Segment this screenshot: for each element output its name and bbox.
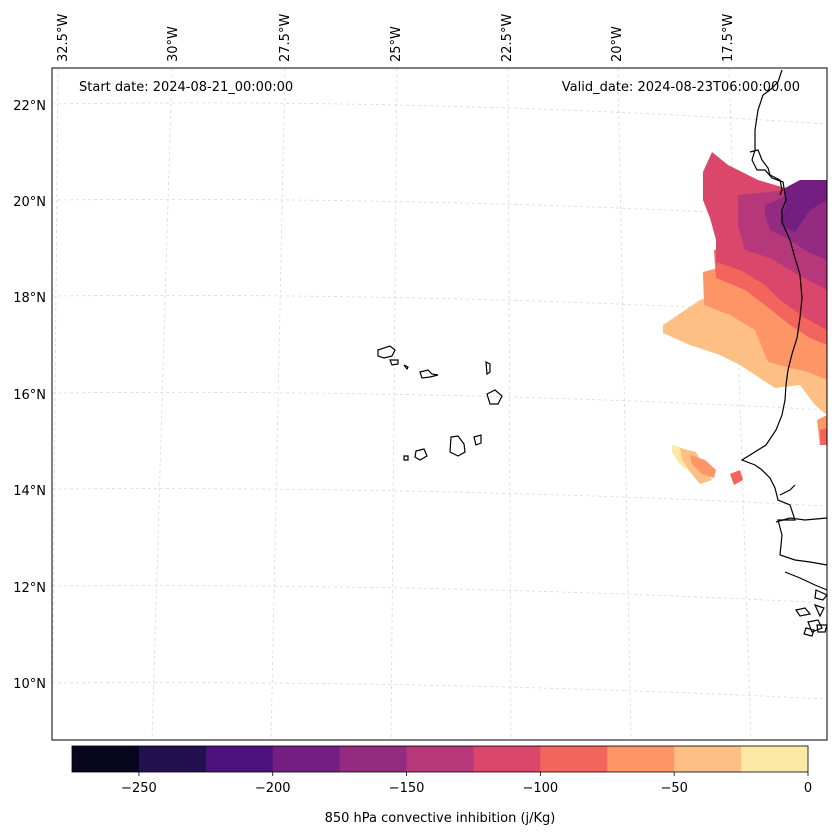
coastline-sal	[485, 360, 491, 376]
parallel-12n	[51, 585, 828, 604]
parallel-18n	[51, 294, 828, 315]
colorbar-bin	[138, 746, 207, 772]
colorbar-bin	[674, 746, 742, 772]
coastline-bijagos-2	[807, 619, 823, 633]
coastline-gulf	[775, 517, 828, 523]
parallel-10n	[51, 682, 828, 700]
lat-label: 14°N	[13, 484, 46, 499]
coastline-bijagos-3	[813, 603, 825, 618]
map-panel: 32.5°W 30°W 27.5°W 25°W 22.5°W 20°W 17.5…	[13, 14, 828, 741]
lat-label: 18°N	[13, 291, 46, 306]
colorbar-bin	[272, 746, 341, 772]
coastline-santiago	[449, 435, 466, 457]
parallel-16n	[51, 391, 828, 411]
colorbar-tick-label: −50	[660, 781, 687, 796]
lon-label: 22.5°W	[500, 14, 515, 62]
coastline-gambia	[779, 484, 796, 496]
colorbar-frame	[71, 745, 809, 773]
lat-labels: 22°N 20°N 18°N 16°N 14°N 12°N 10°N	[13, 99, 46, 692]
lon-label: 25°W	[389, 26, 404, 62]
lon-label: 20°W	[610, 26, 625, 62]
colorbar-tick-label: −100	[523, 781, 559, 796]
contour-band-minus-75-to-minus-50-island	[690, 455, 716, 478]
coastlines	[377, 69, 828, 637]
colorbar-bin	[205, 746, 274, 772]
coastline-guinea-2	[816, 624, 828, 633]
colorbar-bin	[406, 746, 474, 772]
cin-contours	[663, 152, 827, 485]
parallel-22n	[51, 102, 828, 125]
parallel-14n	[51, 488, 828, 507]
coastline-africa-west	[740, 69, 828, 566]
coastline-santo-antao	[377, 345, 396, 359]
colorbar-ticks: −250 −200 −150 −100 −50 0	[121, 772, 812, 796]
coastline-fogo	[414, 448, 428, 461]
colorbar-bin	[741, 746, 809, 772]
colorbar-tick-label: −150	[389, 781, 425, 796]
colorbar-bin	[473, 746, 541, 772]
lon-labels: 32.5°W 30°W 27.5°W 25°W 22.5°W 20°W 17.5…	[56, 14, 736, 62]
colorbar-bin	[72, 746, 140, 772]
valid-date-label: Valid_date: 2024-08-23T06:00:00.00	[562, 80, 800, 95]
meridian-32-5w	[51, 67, 59, 741]
lat-label: 16°N	[13, 388, 46, 403]
colorbar-bin	[339, 746, 408, 772]
contour-band-minus-200-to-minus-175	[780, 180, 827, 232]
colorbar-bin	[607, 746, 675, 772]
contour-band-minus-100-to-minus-75-island	[730, 470, 743, 485]
lat-label: 20°N	[13, 195, 46, 210]
colorbar-tick-label: 0	[804, 781, 812, 796]
meridian-22-5w	[507, 67, 512, 741]
meridian-20w	[617, 67, 632, 741]
colorbar-tick-label: −250	[121, 781, 157, 796]
colorbar-tick-label: −200	[255, 781, 291, 796]
lat-label: 12°N	[13, 581, 46, 596]
map-frame	[51, 67, 828, 741]
coastline-sao-vicente	[389, 359, 399, 366]
coastline-bijagos-4	[803, 627, 815, 637]
parallel-20n	[51, 198, 828, 219]
coastline-bijagos-1	[795, 607, 812, 617]
colorbar-title: 850 hPa convective inhibition (j/Kg)	[325, 811, 556, 826]
lon-label: 30°W	[166, 26, 181, 62]
colorbar-bins	[72, 746, 809, 772]
lat-label: 22°N	[13, 99, 46, 114]
coastline-sao-nicolau	[419, 369, 439, 379]
contour-band-minus-50-to-minus-25-coast	[820, 428, 827, 445]
lon-label: 17.5°W	[721, 14, 736, 62]
meridian-30w	[151, 67, 173, 741]
coastline-brava	[403, 455, 409, 461]
coastline-guinea-bissau	[784, 571, 828, 591]
graticule	[51, 67, 828, 741]
coastline-maio	[473, 434, 482, 446]
meridian-17-5w	[728, 67, 752, 741]
lat-label: 10°N	[13, 677, 46, 692]
meridian-25w	[390, 67, 398, 741]
colorbar: −250 −200 −150 −100 −50 0 850 hPa convective …	[71, 745, 812, 826]
meridian-27-5w	[270, 67, 286, 741]
coastline-guinea-1	[814, 589, 828, 601]
lon-label: 32.5°W	[56, 14, 71, 62]
coastline-islands-north	[749, 149, 783, 196]
start-date-label: Start date: 2024-08-21_00:00:00	[79, 80, 293, 95]
lon-label: 27.5°W	[278, 14, 293, 62]
coastline-boa-vista	[486, 389, 503, 405]
coastline-santa-luzia	[403, 364, 409, 371]
colorbar-bin	[540, 746, 608, 772]
